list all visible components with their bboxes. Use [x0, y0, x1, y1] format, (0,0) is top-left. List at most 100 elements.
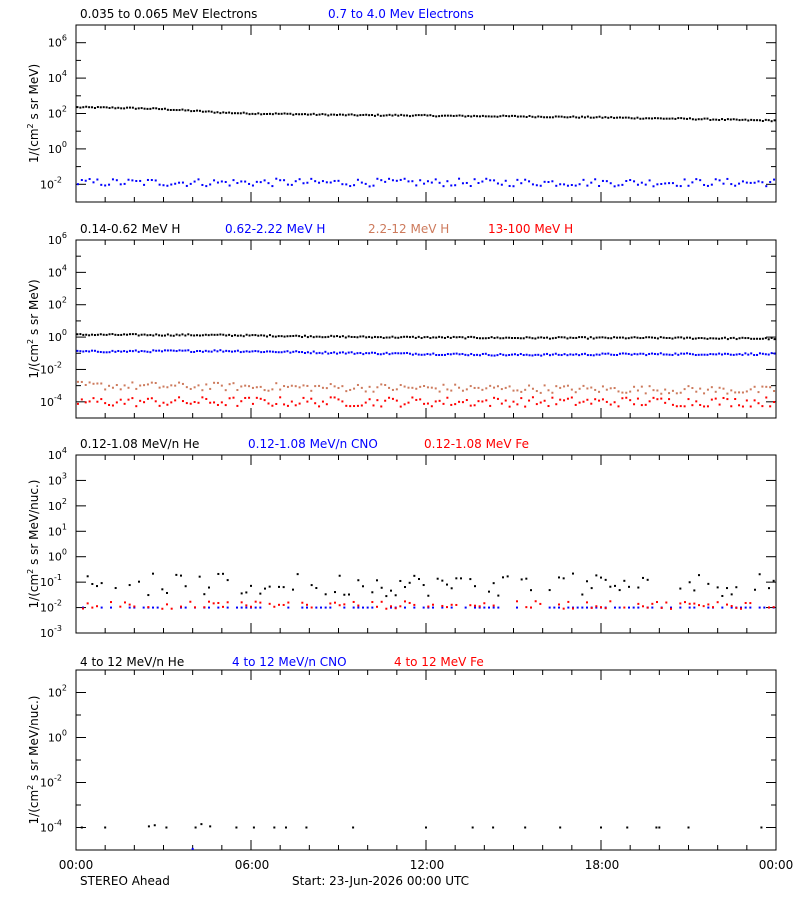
data-point — [347, 351, 350, 354]
data-point — [277, 335, 280, 338]
data-point — [267, 182, 270, 185]
data-point — [716, 586, 719, 589]
data-point — [259, 181, 262, 184]
data-point — [570, 396, 573, 399]
data-point — [516, 178, 519, 181]
data-point — [595, 605, 598, 608]
data-point — [469, 604, 472, 607]
data-point — [469, 578, 472, 581]
data-point — [190, 334, 193, 337]
data-point — [749, 388, 752, 391]
data-point — [640, 404, 643, 407]
data-point — [290, 183, 293, 186]
data-point — [242, 350, 245, 353]
data-point — [345, 404, 348, 407]
data-point — [470, 352, 473, 355]
data-point — [609, 585, 612, 588]
data-point — [473, 404, 476, 407]
data-point — [137, 350, 140, 353]
data-point — [747, 119, 750, 122]
data-point — [102, 333, 105, 336]
data-point — [605, 388, 608, 391]
data-point — [231, 334, 234, 337]
data-point — [691, 387, 694, 390]
data-point — [239, 112, 242, 115]
data-point — [222, 111, 225, 114]
data-point — [562, 577, 565, 580]
data-point — [677, 117, 680, 120]
data-point — [357, 579, 360, 582]
data-point — [343, 606, 346, 609]
data-point — [709, 337, 712, 340]
data-point — [162, 184, 165, 187]
data-point — [765, 385, 768, 388]
data-point — [251, 112, 254, 115]
data-point — [698, 574, 700, 577]
data-point — [250, 605, 252, 608]
data-point — [329, 396, 332, 399]
data-point — [753, 181, 756, 184]
data-point — [525, 606, 528, 609]
data-point — [524, 388, 527, 391]
data-point — [349, 388, 352, 391]
data-point — [651, 336, 654, 339]
data-point — [613, 185, 616, 188]
data-point — [324, 593, 327, 596]
data-point — [441, 114, 444, 117]
data-point — [710, 398, 713, 401]
data-point — [450, 603, 453, 606]
data-point — [123, 384, 126, 387]
data-point — [395, 388, 398, 391]
data-point — [338, 604, 341, 607]
data-point — [155, 349, 158, 352]
data-point — [458, 177, 461, 180]
data-point — [670, 607, 672, 610]
data-point — [680, 336, 683, 339]
data-point — [152, 606, 154, 609]
data-point — [321, 386, 324, 389]
data-point — [341, 351, 344, 354]
data-point — [630, 117, 633, 120]
data-point — [128, 333, 131, 336]
data-point — [362, 606, 364, 609]
legend-entry: 13-100 MeV H — [488, 222, 573, 236]
data-point — [309, 335, 312, 338]
data-point — [283, 385, 286, 388]
data-point — [492, 582, 495, 585]
y-tick-label: 104 — [48, 263, 67, 279]
data-point — [569, 336, 572, 339]
series-2 — [76, 177, 776, 188]
data-point — [700, 118, 703, 121]
data-point — [254, 334, 257, 337]
data-point — [210, 350, 213, 353]
data-point — [461, 182, 464, 185]
y-tick-label: 100 — [48, 140, 67, 156]
data-point — [687, 826, 690, 829]
data-point — [485, 177, 488, 180]
data-point — [522, 337, 525, 340]
data-point — [520, 397, 523, 400]
data-point — [286, 183, 289, 186]
data-point — [418, 578, 420, 581]
data-point — [166, 349, 169, 352]
data-point — [155, 107, 158, 110]
data-point — [79, 106, 82, 109]
data-point — [446, 388, 449, 391]
data-point — [213, 111, 216, 114]
data-point — [753, 119, 756, 122]
data-point — [321, 336, 324, 339]
data-point — [239, 351, 242, 354]
data-point — [376, 353, 379, 356]
data-point — [473, 114, 476, 117]
data-point — [108, 183, 111, 186]
data-point — [181, 181, 184, 184]
data-point — [464, 353, 467, 356]
data-point — [219, 349, 222, 352]
data-point — [163, 107, 166, 110]
data-point — [388, 177, 391, 180]
data-point — [149, 351, 152, 354]
data-point — [516, 606, 518, 609]
data-point — [516, 600, 518, 603]
data-point — [753, 337, 756, 340]
data-point — [102, 351, 105, 354]
